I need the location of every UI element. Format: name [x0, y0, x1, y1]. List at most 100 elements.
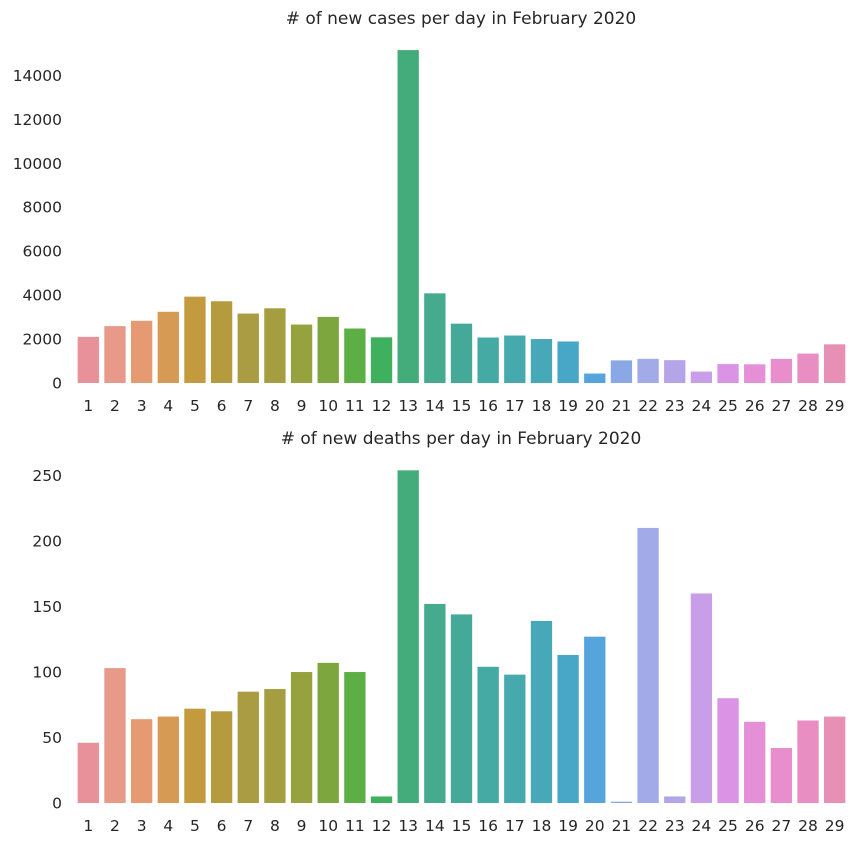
cases-chart-title: # of new cases per day in February 2020: [286, 9, 637, 29]
deaths-x-tick-label: 17: [505, 817, 525, 835]
cases-y-tick-label: 12000: [13, 111, 62, 129]
deaths-bar: [344, 672, 366, 803]
deaths-x-tick-label: 1: [83, 817, 93, 835]
deaths-bar: [797, 720, 819, 803]
deaths-x-tick-label: 4: [163, 817, 173, 835]
cases-x-tick-label: 18: [532, 397, 552, 415]
deaths-x-tick-label: 22: [638, 817, 658, 835]
deaths-x-tick-label: 26: [745, 817, 765, 835]
cases-x-tick-label: 15: [452, 397, 472, 415]
cases-x-tick-label: 28: [798, 397, 818, 415]
cases-bar: [637, 358, 659, 383]
deaths-x-tick-label: 9: [297, 817, 307, 835]
cases-x-tick-label: 23: [665, 397, 685, 415]
deaths-x-tick-label: 25: [718, 817, 738, 835]
deaths-chart: # of new deaths per day in February 2020…: [32, 429, 846, 835]
deaths-bar: [610, 801, 633, 803]
deaths-bar: [744, 721, 766, 803]
deaths-bar: [370, 796, 393, 803]
cases-bar: [344, 328, 366, 383]
deaths-bar: [477, 666, 499, 803]
cases-x-tick-label: 13: [398, 397, 418, 415]
deaths-x-tick-label: 20: [585, 817, 605, 835]
cases-bar: [77, 336, 99, 383]
cases-x-tick-label: 3: [137, 397, 147, 415]
cases-x-tick-label: 1: [83, 397, 93, 415]
deaths-x-tick-label: 23: [665, 817, 685, 835]
cases-bar: [317, 316, 339, 383]
cases-x-tick-label: 2: [110, 397, 120, 415]
cases-bar: [557, 341, 579, 383]
cases-x-tick-label: 27: [771, 397, 791, 415]
cases-bar: [744, 364, 766, 383]
cases-x-tick-label: 7: [243, 397, 253, 415]
cases-x-tick-label: 24: [692, 397, 712, 415]
deaths-bar: [264, 689, 286, 803]
cases-x-tick-label: 5: [190, 397, 200, 415]
deaths-bar: [77, 742, 99, 803]
cases-bar: [370, 337, 393, 383]
cases-y-tick-label: 0: [52, 375, 62, 393]
cases-bar: [770, 358, 793, 383]
deaths-bar: [184, 708, 206, 803]
deaths-x-tick-label: 6: [217, 817, 227, 835]
cases-x-tick-label: 22: [638, 397, 658, 415]
cases-x-tick-label: 6: [217, 397, 227, 415]
cases-bar: [157, 311, 179, 383]
deaths-x-tick-label: 24: [692, 817, 712, 835]
cases-x-tick-label: 4: [163, 397, 173, 415]
deaths-x-tick-label: 2: [110, 817, 120, 835]
deaths-y-tick-label: 50: [42, 729, 62, 747]
deaths-chart-title: # of new deaths per day in February 2020: [281, 429, 642, 449]
cases-bar: [184, 296, 206, 383]
cases-bar: [450, 323, 473, 383]
deaths-x-tick-label: 11: [345, 817, 365, 835]
deaths-x-tick-label: 19: [558, 817, 578, 835]
cases-y-tick-label: 2000: [23, 331, 62, 349]
deaths-x-tick-label: 14: [425, 817, 445, 835]
deaths-bar: [717, 698, 739, 803]
deaths-x-tick-label: 18: [532, 817, 552, 835]
cases-x-tick-label: 8: [270, 397, 280, 415]
cases-x-tick-label: 25: [718, 397, 738, 415]
deaths-bar: [690, 593, 713, 803]
deaths-x-tick-label: 27: [771, 817, 791, 835]
cases-x-tick-label: 14: [425, 397, 445, 415]
deaths-x-tick-label: 12: [372, 817, 392, 835]
cases-bar: [690, 371, 713, 383]
cases-bar: [264, 308, 286, 383]
deaths-bar: [317, 662, 339, 803]
cases-bar: [504, 335, 526, 383]
cases-y-tick-label: 10000: [13, 155, 62, 173]
deaths-y-tick-label: 200: [32, 533, 62, 551]
deaths-bar: [104, 668, 126, 803]
cases-y-tick-label: 8000: [23, 199, 62, 217]
deaths-bar: [450, 614, 473, 803]
cases-bar: [397, 50, 419, 383]
deaths-bar: [130, 719, 153, 803]
cases-y-tick-label: 4000: [23, 287, 62, 305]
deaths-x-tick-label: 7: [243, 817, 253, 835]
cases-x-tick-label: 20: [585, 397, 605, 415]
cases-chart: # of new cases per day in February 2020 …: [13, 9, 846, 415]
cases-x-tick-label: 29: [825, 397, 845, 415]
deaths-bar: [290, 672, 313, 803]
deaths-x-tick-label: 28: [798, 817, 818, 835]
deaths-x-tick-label: 10: [318, 817, 338, 835]
deaths-bar: [530, 620, 553, 803]
cases-bar: [477, 337, 499, 383]
cases-bar: [237, 313, 259, 383]
cases-x-tick-label: 19: [558, 397, 578, 415]
cases-x-tick-label: 26: [745, 397, 765, 415]
cases-bar: [210, 301, 233, 383]
deaths-x-tick-label: 13: [398, 817, 418, 835]
cases-x-tick-label: 17: [505, 397, 525, 415]
cases-bar: [610, 360, 633, 383]
cases-bar: [824, 344, 846, 383]
cases-bar: [664, 360, 686, 383]
deaths-x-tick-label: 3: [137, 817, 147, 835]
deaths-y-tick-label: 150: [32, 598, 62, 616]
deaths-bar: [157, 716, 179, 803]
cases-y-tick-label: 6000: [23, 243, 62, 261]
